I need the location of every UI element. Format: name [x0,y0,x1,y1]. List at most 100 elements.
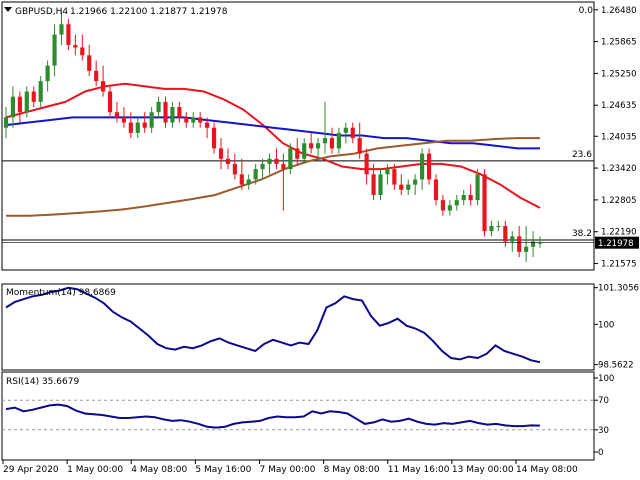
current-price-box [595,236,639,249]
momentum-series [5,286,541,364]
candle-body [232,163,237,175]
momentum-tick-label: 101.3056 [598,284,639,294]
candle-body [246,179,251,185]
candle-body [239,174,244,185]
price-tick-label: 1.22805 [601,196,637,206]
candle-body [38,81,43,102]
candle-body [24,91,29,113]
rsi-tick-label: 100 [598,374,614,384]
candle-body [121,117,126,123]
candle-body [114,112,120,118]
candle-body [475,174,480,201]
candle-body [260,163,265,170]
candle-body [322,138,328,144]
rsi-panel: RSI(14) 35.6679 [1,371,595,461]
moving-average-red [5,82,541,209]
triangle-down-icon[interactable] [4,7,12,12]
moving-averages [5,82,541,217]
candle-body [267,158,272,164]
rsi-line [5,403,541,429]
rsi-levels [2,399,594,431]
candle-body [385,169,390,175]
candle-body [350,127,355,139]
candle-body [309,143,314,149]
candle-body [211,127,217,149]
time-tick-label: 5 May 16:00 [195,465,251,475]
candle-body [156,101,161,113]
time-tick-label: 13 May 00:00 [452,465,514,475]
time-tick-label: 29 Apr 2020 [3,465,59,475]
candle-body [517,236,522,252]
candle-body [433,179,439,201]
candle-body [10,96,16,118]
candle-body [184,117,189,123]
candle-body [489,226,494,232]
price-tick-label: 1.26480 [601,6,637,16]
price-tick-label: 1.24035 [601,132,637,142]
moving-average-brown [6,137,540,217]
candle-body [440,200,445,211]
candle-body [378,174,383,195]
candle-body [177,107,182,118]
candle-body [94,70,99,82]
candle-body [107,91,113,113]
candle-body [343,127,348,133]
momentum-tick-label: 98.5622 [598,361,634,371]
candles [3,11,543,263]
symbol-title: GBPUSD,H4 [15,7,68,17]
candle-body [218,148,224,159]
candle-body [295,148,300,159]
price-tick-label: 1.22190 [601,228,637,238]
candle-body [461,194,466,201]
candle-body [503,226,508,242]
candle-body [163,101,168,123]
candle-body [364,153,369,175]
candle-body [371,174,376,195]
candle-body [17,96,22,113]
candle-body [45,65,50,82]
candle-body [329,138,335,149]
candle-body [530,241,536,247]
ohlc-readout: 1.21966 1.22100 1.21877 1.21978 [70,7,228,17]
candle-body [253,169,258,180]
candle-body [281,163,286,170]
time-tick-label: 1 May 00:00 [67,465,123,475]
time-tick-label: 14 May 08:00 [516,465,578,475]
rsi-label: RSI(14) 35.6679 [6,377,79,387]
candle-body [142,122,147,128]
candle-body [482,174,487,232]
candle-body [468,194,473,201]
candle-body [336,132,341,149]
rsi-axis: 100 70 30 0 [594,374,614,458]
momentum-label: Momentum(14) 98.6869 [6,288,116,298]
candle-body [426,153,432,180]
corner-value: 0.0 [579,6,594,16]
candle-body [225,158,231,164]
candle-body [59,24,64,35]
candle-body [135,122,140,133]
candle-body [524,246,529,252]
candle-body [537,242,543,244]
current-price-label: 1.21978 [598,239,634,249]
candle-body [302,143,307,159]
moving-average-blue [5,116,540,150]
candle-body [3,117,9,128]
candle-body [191,117,196,123]
time-tick-label: 4 May 08:00 [131,465,187,475]
momentum-axis: 101.3056 100 98.5622 [594,284,639,371]
candle-body [496,226,501,228]
candle-body [399,184,404,190]
candle-body [406,184,411,190]
candle-body [205,122,210,128]
candle-body [198,117,203,123]
candle-body [392,169,397,185]
candle-body [128,122,133,133]
candle-body [66,24,71,45]
candle-body [170,107,175,123]
rsi-tick-label: 70 [598,396,609,406]
candle-body [274,158,279,164]
price-panel: 23.6 38.2 GBPUSD,H4 1.21966 1.22100 1.218… [1,1,595,271]
time-tick-label: 8 May 08:00 [324,465,380,475]
momentum-panel: Momentum(14) 98.6869 [1,283,595,371]
